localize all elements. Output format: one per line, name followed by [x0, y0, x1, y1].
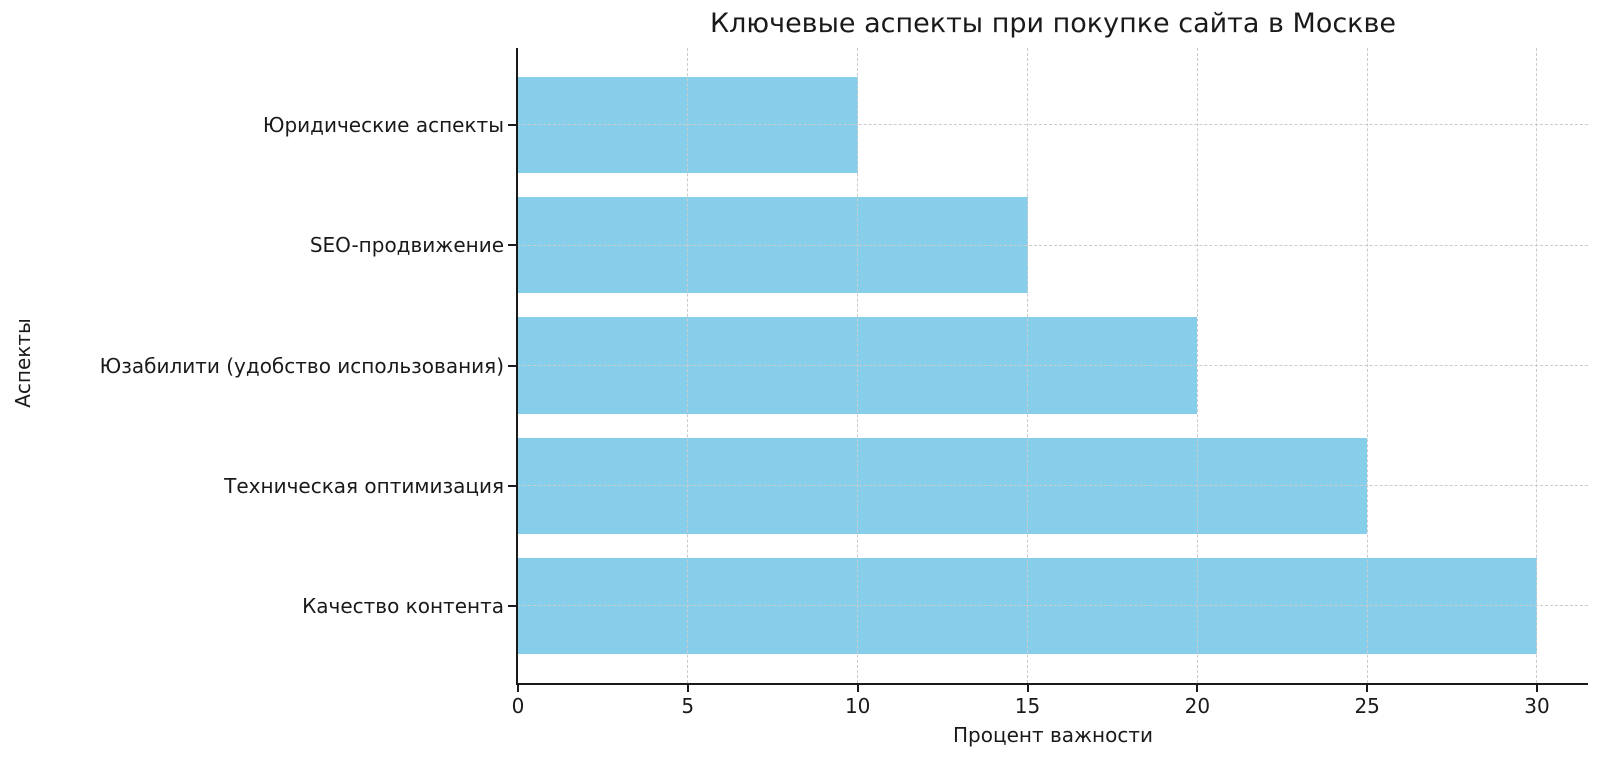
x-tick-label: 10 [844, 694, 871, 718]
y-tick-label: Качество контента [302, 594, 504, 618]
gridline-horizontal [518, 124, 1588, 126]
x-tick-label: 25 [1354, 694, 1380, 718]
y-tick-label: Юридические аспекты [262, 113, 504, 137]
x-tick-mark [517, 685, 519, 692]
gridline-horizontal [518, 364, 1588, 366]
x-tick-mark [1536, 685, 1538, 692]
y-tick-mark [508, 605, 516, 607]
x-axis-label: Процент важности [953, 723, 1153, 747]
gridline-horizontal [518, 605, 1588, 607]
x-axis-spine [516, 683, 1588, 685]
x-tick-label: 15 [1014, 694, 1041, 718]
y-tick-mark [508, 124, 516, 126]
x-tick-label: 30 [1524, 694, 1550, 718]
x-tick-label: 5 [681, 694, 695, 718]
x-tick-label: 0 [511, 694, 525, 718]
y-tick-label: Юзабилити (удобство использования) [99, 353, 504, 378]
y-tick-label: Техническая оптимизация [224, 473, 504, 498]
y-tick-mark [508, 364, 516, 367]
gridline-horizontal [518, 485, 1588, 486]
x-tick-mark [1366, 685, 1369, 692]
y-tick-label: SEO-продвижение [309, 233, 504, 258]
x-tick-mark [686, 685, 689, 692]
x-tick-mark [1026, 685, 1029, 692]
gridline-horizontal [518, 244, 1588, 246]
chart-title: Ключевые аспекты при покупке сайта в Мос… [709, 8, 1397, 39]
y-axis-spine [516, 48, 518, 685]
y-tick-mark [508, 244, 516, 247]
x-tick-mark [856, 685, 859, 692]
y-tick-mark [508, 484, 516, 487]
x-tick-label: 20 [1184, 694, 1211, 718]
x-tick-mark [1196, 685, 1199, 692]
